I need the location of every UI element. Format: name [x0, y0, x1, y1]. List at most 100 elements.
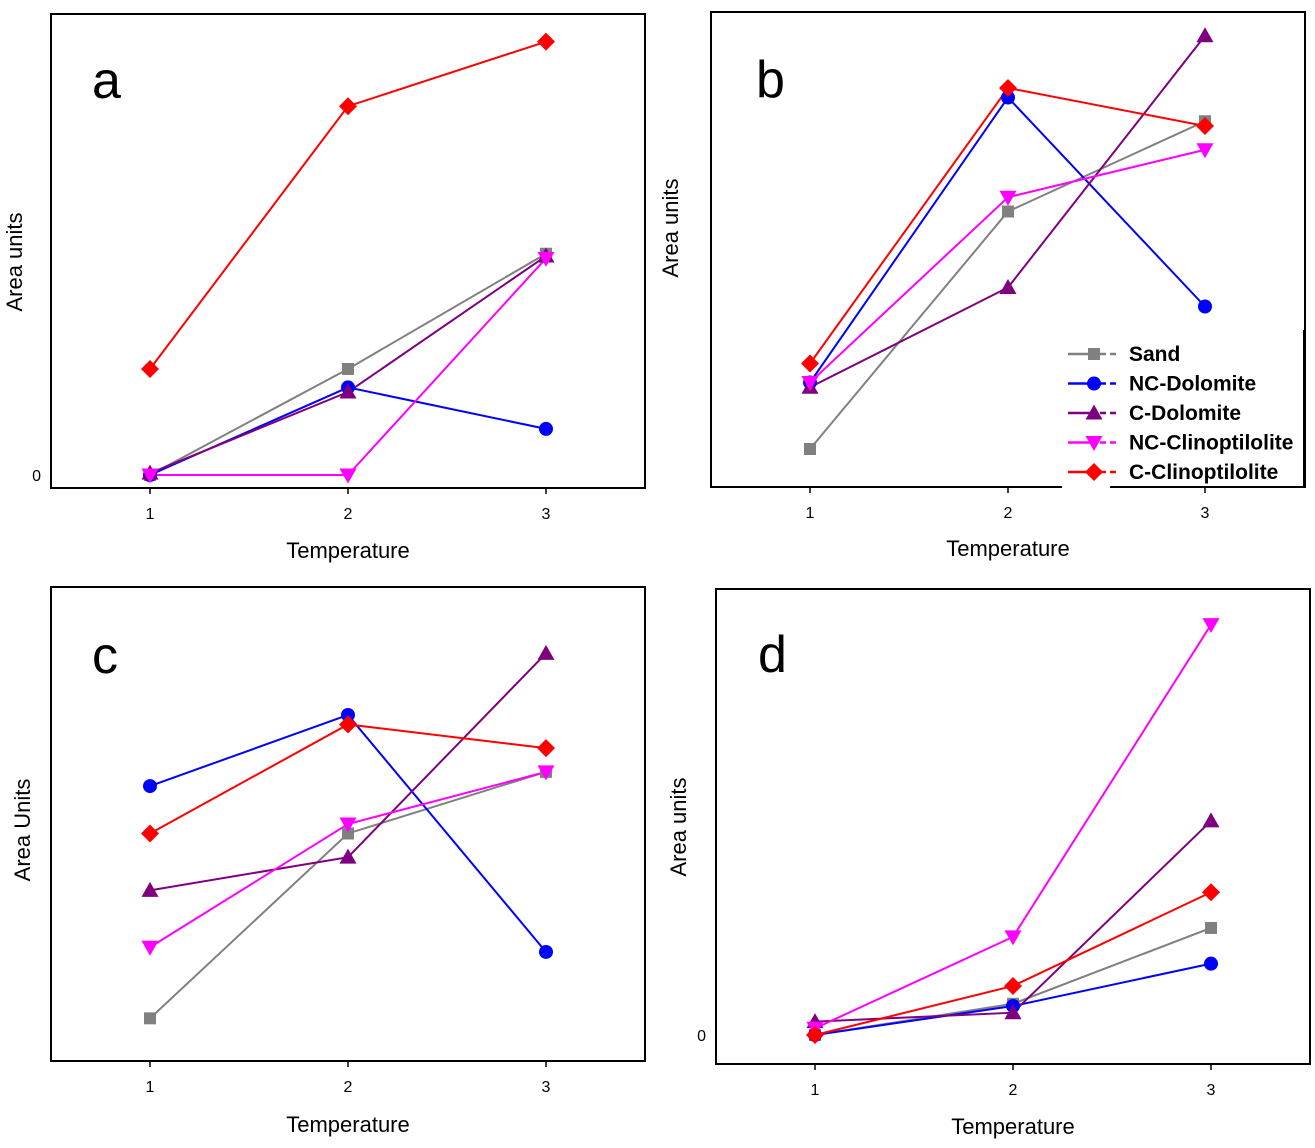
series-line [814, 624, 1212, 1030]
x-axis-label: Temperature [286, 538, 410, 563]
data-point [141, 940, 159, 956]
data-point [339, 817, 357, 833]
panel-b: b 1 2 3 Temperature Area units Sand NC-Dolomite… [658, 11, 1306, 561]
data-point [1204, 956, 1218, 971]
x-tick-label: 1 [146, 1079, 155, 1096]
legend-marker [1087, 376, 1101, 391]
x-tick-label: 2 [344, 506, 353, 523]
data-point [339, 383, 357, 399]
data-point [1196, 143, 1214, 159]
data-point [539, 944, 553, 959]
data-point [801, 354, 819, 373]
panel-label: b [756, 51, 785, 109]
data-point [141, 468, 159, 484]
series-line [809, 86, 1206, 365]
legend-entry: Sand [1129, 343, 1180, 366]
x-tick-label: 1 [146, 506, 155, 523]
x-tick-label: 2 [1004, 505, 1013, 522]
panel-label: c [92, 627, 118, 685]
data-point [1196, 27, 1214, 43]
y-axis-label: Area units [658, 178, 683, 277]
panel-a: a 1 2 3 0 Temperature Area units [2, 13, 646, 563]
legend: Sand NC-Dolomite C-Dolomite NC-Clinoptiloli… [1062, 330, 1305, 488]
series-line [149, 40, 547, 370]
x-tick-label: 2 [1009, 1082, 1018, 1099]
data-point [1205, 921, 1217, 934]
data-point [999, 279, 1017, 294]
data-point [1002, 205, 1014, 218]
legend-background [1062, 330, 1304, 488]
data-point [537, 32, 555, 51]
legend-entry: C-Clinoptilolite [1129, 461, 1278, 484]
x-tick-label: 1 [811, 1082, 820, 1099]
data-point [143, 779, 157, 794]
x-tick-label: 3 [1201, 505, 1210, 522]
series-c-clinoptilolite [809, 86, 1206, 365]
x-tick-label: 3 [1207, 1082, 1216, 1099]
data-point [339, 715, 357, 734]
data-point [1196, 117, 1214, 135]
legend-marker [1085, 463, 1103, 481]
legend-marker [1088, 348, 1100, 360]
series-nc-clinoptilolite [814, 624, 1212, 1030]
x-axis-label: Temperature [286, 1112, 410, 1137]
series-line [149, 386, 547, 476]
data-point [537, 739, 555, 758]
data-point [342, 827, 354, 840]
data-point [537, 251, 555, 267]
data-point [537, 644, 555, 660]
series-line [149, 770, 547, 1020]
x-tick-label: 1 [806, 505, 815, 522]
legend-marker [1085, 436, 1103, 451]
data-point [144, 1012, 156, 1025]
y-axis-label: Area units [666, 777, 691, 876]
data-point [804, 443, 816, 455]
data-point [539, 421, 553, 436]
legend-entry: C-Dolomite [1129, 402, 1241, 425]
data-point [141, 824, 159, 843]
panel-d: d 1 2 3 0 Temperature Area units [666, 588, 1311, 1139]
data-point [537, 765, 555, 781]
data-point [1004, 976, 1022, 995]
data-point [1202, 812, 1220, 828]
panel-label: d [758, 626, 787, 684]
data-point [801, 376, 819, 391]
y-axis-label: Area Units [10, 779, 35, 882]
y-tick-label: 0 [697, 1028, 706, 1045]
data-point [341, 707, 355, 722]
series-c-clinoptilolite [149, 40, 547, 370]
y-tick-label: 0 [32, 468, 41, 485]
data-point [1004, 1004, 1022, 1020]
x-axis-label: Temperature [951, 1114, 1075, 1139]
data-point [999, 190, 1017, 206]
legend-entry: NC-Dolomite [1129, 373, 1256, 396]
x-tick-label: 3 [542, 506, 551, 523]
data-point [1004, 930, 1022, 946]
data-point [141, 359, 159, 378]
data-point [342, 362, 354, 375]
data-point [1001, 90, 1015, 105]
series-c-clinoptilolite [149, 723, 547, 835]
data-point [339, 848, 357, 864]
series-nc-dolomite [149, 386, 547, 476]
data-point [1198, 299, 1212, 314]
data-point [141, 881, 159, 897]
x-tick-label: 3 [542, 1079, 551, 1096]
legend-entry: NC-Clinoptilolite [1129, 432, 1293, 455]
data-point [1202, 883, 1220, 902]
data-point [1202, 618, 1220, 634]
legend-marker [1085, 404, 1103, 420]
data-point [806, 1026, 824, 1044]
x-axis-label: Temperature [946, 536, 1070, 561]
x-tick-label: 2 [344, 1079, 353, 1096]
series-line [149, 723, 547, 835]
panel-label: a [92, 52, 121, 110]
data-point [339, 468, 357, 484]
series-sand [149, 770, 547, 1020]
panel-c: c 1 2 3 Temperature Area Units [10, 586, 646, 1137]
plot-frame [50, 13, 646, 489]
data-point [339, 97, 357, 116]
y-axis-label: Area units [2, 212, 27, 311]
data-point [999, 79, 1017, 97]
